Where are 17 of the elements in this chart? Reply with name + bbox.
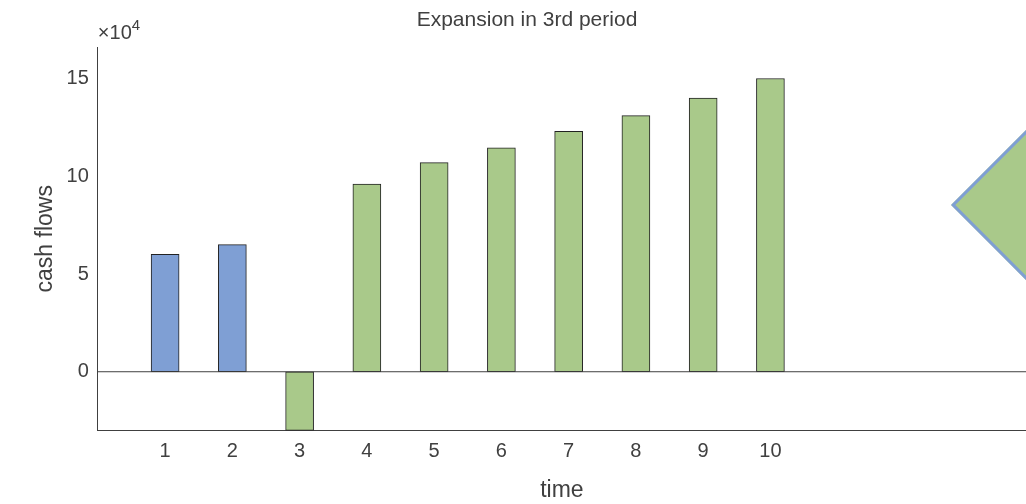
x-tick-label: 6 [495, 438, 507, 461]
x-axis-title: time [540, 475, 584, 502]
x-tick-label: 5 [428, 438, 440, 461]
y-axis-title: cash flows [31, 185, 58, 293]
y-tick-label: 0 [77, 359, 89, 382]
y-tick-label: 15 [66, 66, 89, 88]
y-tick-label: 10 [66, 163, 89, 186]
x-tick-label: 4 [361, 438, 373, 461]
chart-title: Expansion in 3rd period [416, 7, 638, 31]
x-tick-label: 7 [563, 438, 575, 461]
x-tick-label: 9 [697, 438, 709, 461]
x-tick-label: 3 [294, 438, 306, 461]
x-tick-label: 8 [630, 438, 642, 461]
x-tick-label: 1 [159, 438, 171, 461]
x-tick-label: 10 [759, 438, 782, 461]
x-tick-label: 2 [226, 438, 238, 461]
y-tick-label: 5 [77, 261, 89, 284]
